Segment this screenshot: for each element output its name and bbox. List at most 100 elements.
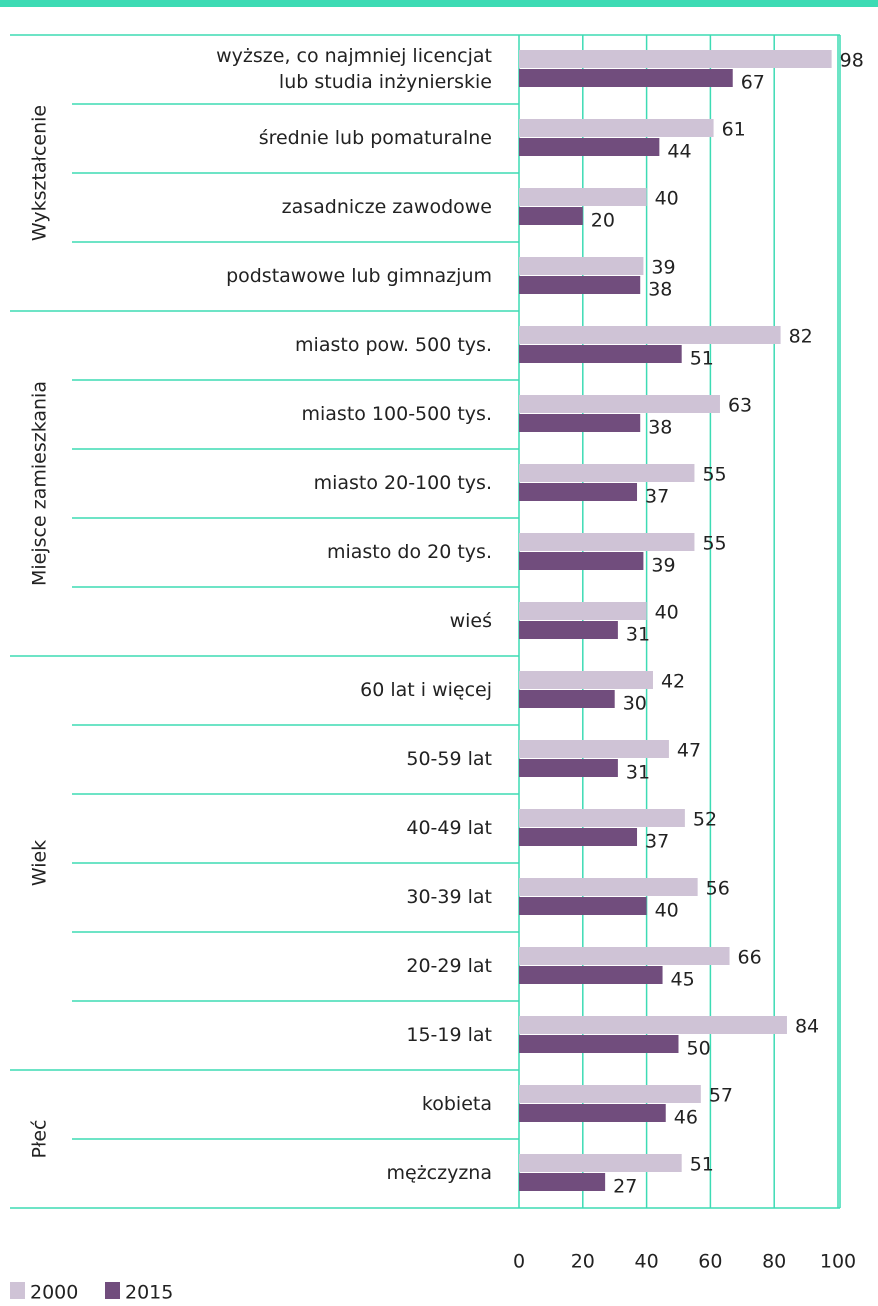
- value-label: 38: [648, 417, 672, 439]
- value-label: 47: [677, 740, 701, 762]
- value-label: 30: [623, 693, 647, 715]
- bar: [519, 1085, 701, 1103]
- category-label: 15-19 lat: [406, 1024, 492, 1046]
- group-label: Płeć: [29, 1120, 51, 1159]
- category-label: 40-49 lat: [406, 817, 492, 839]
- value-label: 39: [651, 555, 675, 577]
- bar: [519, 947, 730, 965]
- value-label: 46: [674, 1107, 698, 1129]
- category-label: wieś: [450, 610, 492, 632]
- bar: [519, 207, 583, 225]
- value-label: 27: [613, 1176, 637, 1198]
- bar: [519, 966, 663, 984]
- bar: [519, 326, 781, 344]
- bar: [519, 740, 669, 758]
- value-label: 31: [626, 624, 650, 646]
- value-label: 40: [655, 602, 679, 624]
- x-tick-label: 60: [698, 1251, 722, 1273]
- category-label: 50-59 lat: [406, 748, 492, 770]
- x-tick-label: 20: [571, 1251, 595, 1273]
- bar: [519, 345, 682, 363]
- value-label: 51: [690, 348, 714, 370]
- value-label: 31: [626, 762, 650, 784]
- value-label: 37: [645, 831, 669, 853]
- bar: [519, 533, 695, 551]
- value-label: 82: [789, 326, 813, 348]
- bar: [519, 257, 644, 275]
- category-label: miasto do 20 tys.: [327, 541, 492, 563]
- category-label: mężczyzna: [387, 1162, 493, 1184]
- category-label: miasto pow. 500 tys.: [295, 334, 492, 356]
- category-label: wyższe, co najmniej licencjat: [216, 45, 492, 67]
- value-label: 55: [702, 533, 726, 555]
- bar: [519, 276, 641, 294]
- bar: [519, 1104, 666, 1122]
- bar: [519, 690, 615, 708]
- category-label: podstawowe lub gimnazjum: [226, 265, 492, 287]
- bar: [519, 809, 685, 827]
- bar: [519, 50, 832, 68]
- value-label: 61: [722, 119, 746, 141]
- legend-label: 2015: [125, 1282, 173, 1304]
- x-tick-label: 100: [820, 1251, 856, 1273]
- bar: [519, 621, 618, 639]
- bar: [519, 119, 714, 137]
- x-tick-label: 40: [635, 1251, 659, 1273]
- legend-swatch: [10, 1282, 25, 1299]
- value-label: 42: [661, 671, 685, 693]
- bar: [519, 1154, 682, 1172]
- value-label: 39: [651, 257, 675, 279]
- bar: [519, 414, 641, 432]
- bar: [519, 878, 698, 896]
- value-label: 57: [709, 1085, 733, 1107]
- bar: [519, 395, 720, 413]
- group-label: Miejsce zamieszkania: [29, 381, 51, 586]
- bar: [519, 188, 647, 206]
- category-label: 60 lat i więcej: [360, 679, 492, 701]
- bar: [519, 1173, 606, 1191]
- legend-swatch: [105, 1282, 120, 1299]
- value-label: 37: [645, 486, 669, 508]
- bar: [519, 483, 638, 501]
- bar: [519, 828, 638, 846]
- top-band: [0, 0, 878, 7]
- value-label: 38: [648, 279, 672, 301]
- value-label: 40: [655, 188, 679, 210]
- value-label: 56: [706, 878, 730, 900]
- category-label: miasto 20-100 tys.: [314, 472, 492, 494]
- bar: [519, 602, 647, 620]
- value-label: 44: [667, 141, 691, 163]
- x-tick-label: 0: [513, 1251, 525, 1273]
- legend-label: 2000: [30, 1282, 78, 1304]
- bar: [519, 897, 647, 915]
- bar: [519, 138, 660, 156]
- value-label: 20: [591, 210, 615, 232]
- value-label: 51: [690, 1154, 714, 1176]
- group-label: Wykształcenie: [29, 105, 51, 241]
- value-label: 66: [738, 947, 762, 969]
- category-label: lub studia inżynierskie: [279, 71, 492, 93]
- category-label: średnie lub pomaturalne: [259, 127, 492, 149]
- value-label: 84: [795, 1016, 819, 1038]
- value-label: 63: [728, 395, 752, 417]
- value-label: 50: [687, 1038, 711, 1060]
- value-label: 98: [840, 50, 864, 72]
- value-label: 45: [671, 969, 695, 991]
- category-label: miasto 100-500 tys.: [301, 403, 492, 425]
- category-label: 20-29 lat: [406, 955, 492, 977]
- category-label: kobieta: [422, 1093, 492, 1115]
- value-label: 67: [741, 72, 765, 94]
- bar: [519, 671, 653, 689]
- group-label: Wiek: [29, 840, 51, 886]
- value-label: 55: [702, 464, 726, 486]
- x-tick-label: 80: [762, 1251, 786, 1273]
- bar: [519, 759, 618, 777]
- value-label: 52: [693, 809, 717, 831]
- category-label: 30-39 lat: [406, 886, 492, 908]
- bar: [519, 1016, 787, 1034]
- bar: [519, 464, 695, 482]
- value-label: 40: [655, 900, 679, 922]
- bar: [519, 552, 644, 570]
- bar: [519, 69, 733, 87]
